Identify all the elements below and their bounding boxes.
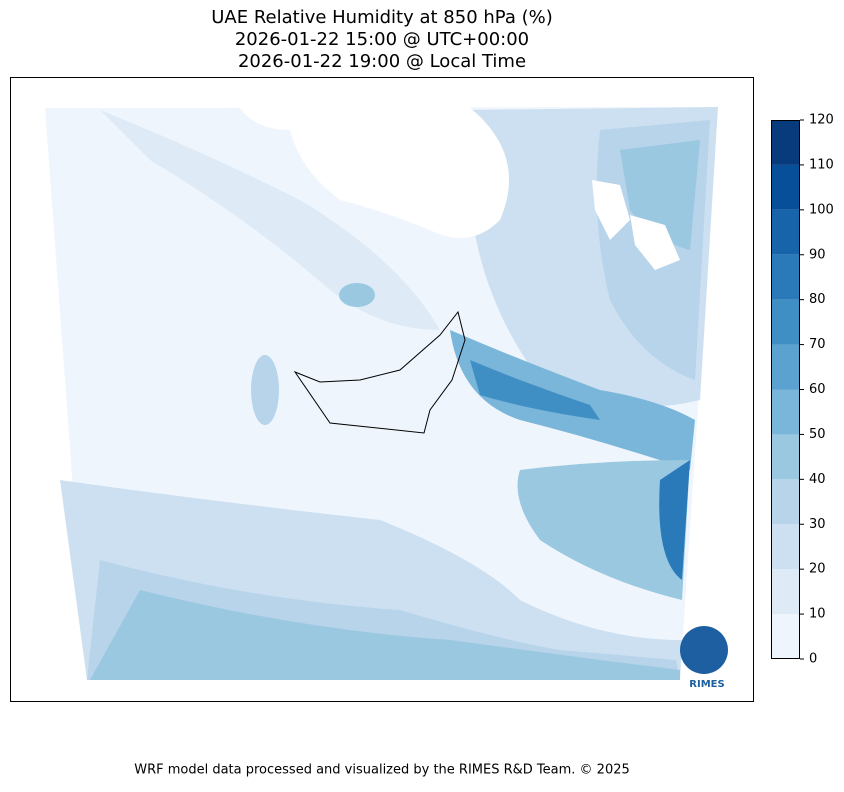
tick-label: 100 <box>809 202 834 217</box>
tick-label: 0 <box>809 652 817 667</box>
colorbar-band <box>771 299 800 345</box>
contour <box>100 110 440 330</box>
tick-label: 40 <box>809 472 826 487</box>
contour <box>517 460 690 600</box>
contour <box>339 283 375 307</box>
tick-label: 10 <box>809 607 826 622</box>
land-mask <box>235 100 509 238</box>
tick-label: 80 <box>809 292 826 307</box>
tick-label: 90 <box>809 247 826 262</box>
colorbar-band <box>771 614 800 659</box>
map: RIMES <box>10 77 754 702</box>
colorbar-band <box>771 524 800 570</box>
title-line: UAE Relative Humidity at 850 hPa (%) <box>211 7 552 28</box>
contour <box>90 590 680 680</box>
contour <box>659 460 690 580</box>
contour <box>251 355 279 425</box>
tick-label: 30 <box>809 517 826 532</box>
title-line: 2026-01-22 15:00 @ UTC+00:00 <box>235 29 529 50</box>
tick-label: 20 <box>809 562 826 577</box>
tick-label: 50 <box>809 427 826 442</box>
tick-label: 110 <box>809 157 834 172</box>
land-mask <box>630 215 680 270</box>
colorbar-band <box>771 479 800 525</box>
title-line: 2026-01-22 19:00 @ Local Time <box>238 51 526 72</box>
colorbar-band <box>771 120 800 165</box>
colorbar-band <box>771 344 800 390</box>
colorbar-band <box>771 254 800 300</box>
logo-text: RIMES <box>689 679 724 690</box>
colorbar: 0 10 20 30 40 50 60 70 80 90 100 110 120 <box>771 113 834 667</box>
logo <box>680 626 728 674</box>
colorbar-band <box>771 209 800 255</box>
colorbar-band <box>771 434 800 480</box>
uae-border <box>293 310 466 434</box>
land-mask <box>592 180 630 240</box>
tick-label: 120 <box>809 113 834 128</box>
contour <box>470 360 600 420</box>
colorbar-band <box>771 389 800 435</box>
tick-label: 60 <box>809 382 826 397</box>
footer: WRF model data processed and visualized … <box>134 763 630 778</box>
contour <box>620 140 700 250</box>
colorbar-band <box>771 569 800 615</box>
colorbar-band <box>771 164 800 210</box>
tick-label: 70 <box>809 337 826 352</box>
colorbar-frame <box>771 120 800 659</box>
